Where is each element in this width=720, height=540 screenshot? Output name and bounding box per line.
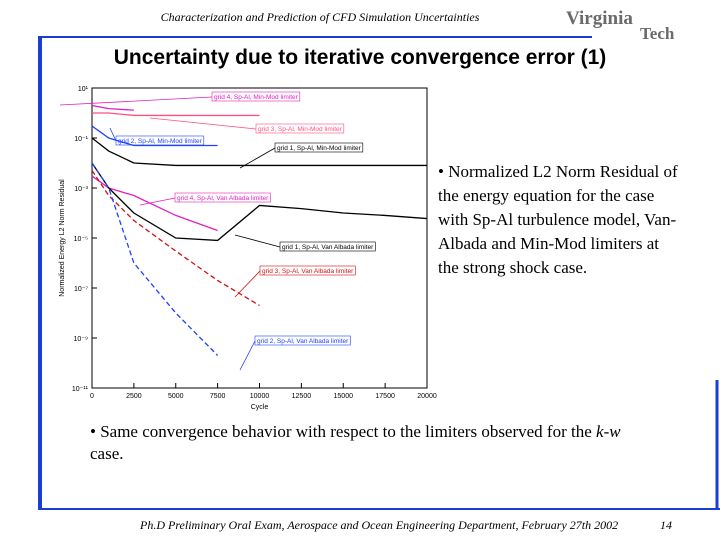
x-tick-label: 7500 (210, 393, 226, 400)
annotation-arrow (149, 117, 257, 130)
series-line (91, 125, 218, 147)
x-tick-label: 20000 (417, 393, 437, 400)
annotation-arrow (59, 96, 213, 106)
series-label: grid 2, Sp-Al, Van Albada limiter (257, 338, 349, 345)
bullet-text: • Same convergence behavior with respect… (90, 422, 597, 441)
series-line (91, 137, 427, 167)
y-tick-label: 10⁻¹¹ (72, 386, 89, 393)
x-tick-label: 5000 (168, 393, 184, 400)
series-label-box (254, 335, 351, 346)
series-label-box (115, 135, 205, 146)
logo: Tech (640, 24, 675, 43)
x-tick-label: 10000 (250, 393, 270, 400)
bullet: • Normalized L2 Norm Residual of the ene… (438, 162, 678, 277)
x-axis-label: Cycle (251, 404, 269, 411)
series-line (91, 170, 260, 307)
bullet: • Same convergence behavior with respect… (90, 421, 650, 465)
series-label: grid 4, Sp-Al, Van Albada limiter (177, 195, 269, 202)
series-line (91, 162, 219, 356)
footer: Ph.D Preliminary Oral Exam, Aerospace an… (140, 518, 619, 532)
y-tick-label: 10¹ (78, 86, 89, 93)
series-line (92, 112, 260, 117)
y-axis-label: Normalized Energy L2 Norm Residual (59, 179, 66, 297)
chart: 10¹ 10⁻¹ 10⁻³ 10⁻⁵ 10⁻⁷ 10⁻⁹ 10⁻¹¹0 2500 5000 750… (59, 86, 437, 411)
annotation-arrow (239, 147, 276, 169)
series-label-box (174, 192, 271, 203)
annotation-arrow (234, 234, 281, 248)
bullet-text: case. (90, 444, 124, 463)
x-tick-label: 12500 (292, 393, 312, 400)
annotation-arrow (139, 197, 176, 206)
series-label: grid 1, Sp-Al, Min-Mod limiter (277, 145, 362, 152)
series-label-box (211, 91, 301, 102)
series-label-box (255, 123, 345, 134)
slide-title: Uncertainty due to iterative convergence… (113, 46, 607, 69)
annotation-arrow (109, 127, 117, 142)
series-label: grid 3, Sp-Al, Van Albada limiter (262, 268, 354, 275)
series-label: grid 2, Sp-Al, Min-Mod limiter (118, 138, 203, 145)
x-tick-label: 17500 (375, 393, 395, 400)
series-label: grid 3, Sp-Al, Min-Mod limiter (258, 126, 343, 133)
y-tick-label: 10⁻¹ (74, 136, 88, 143)
y-tick-label: 10⁻³ (74, 186, 88, 193)
series-line (91, 175, 218, 232)
annotation-arrow (239, 340, 256, 371)
series-line (91, 104, 134, 111)
y-tick-label: 10⁻⁹ (74, 336, 88, 343)
x-tick-label: 15000 (334, 393, 354, 400)
annotation-arrow (234, 270, 261, 298)
series-label: grid 4, Sp-Al, Min-Mod limiter (214, 94, 299, 101)
series-label-box (279, 241, 376, 252)
y-tick-label: 10⁻⁵ (74, 236, 88, 243)
series-label-box (274, 142, 364, 153)
x-tick-label: 2500 (126, 393, 142, 400)
series-label: grid 1, Sp-Al, Van Albada limiter (282, 244, 374, 251)
bullet-text: k-w (596, 422, 621, 441)
y-tick-label: 10⁻⁷ (74, 286, 88, 293)
series-label-box (259, 265, 356, 276)
header-text: Characterization and Prediction of CFD S… (160, 10, 480, 24)
series-line (91, 162, 428, 242)
page-number: 14 (660, 518, 672, 532)
logo: Virginia (566, 8, 633, 29)
x-tick-label: 0 (90, 393, 94, 400)
